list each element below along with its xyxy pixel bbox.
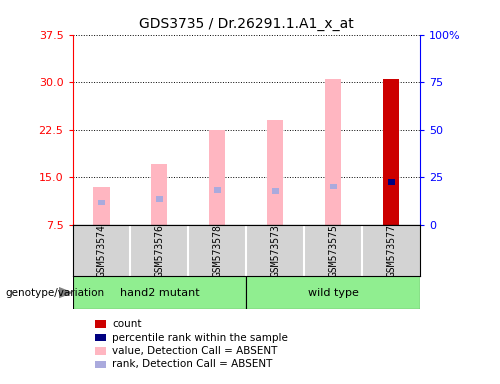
Bar bbox=[152, 164, 168, 225]
Bar bbox=[98, 200, 105, 205]
Text: rank, Detection Call = ABSENT: rank, Detection Call = ABSENT bbox=[112, 359, 273, 369]
Text: GSM573574: GSM573574 bbox=[96, 224, 106, 277]
Bar bbox=[246, 276, 420, 309]
Polygon shape bbox=[59, 288, 72, 298]
Text: genotype/variation: genotype/variation bbox=[5, 288, 104, 298]
Bar bbox=[383, 79, 399, 225]
Bar bbox=[156, 197, 163, 202]
Text: value, Detection Call = ABSENT: value, Detection Call = ABSENT bbox=[112, 346, 278, 356]
Bar bbox=[209, 130, 226, 225]
Text: percentile rank within the sample: percentile rank within the sample bbox=[112, 333, 288, 343]
Text: GSM573577: GSM573577 bbox=[386, 224, 396, 277]
Bar bbox=[272, 188, 278, 194]
Bar bbox=[94, 187, 110, 225]
Text: GSM573575: GSM573575 bbox=[328, 224, 338, 277]
Text: GSM573573: GSM573573 bbox=[270, 224, 280, 277]
Title: GDS3735 / Dr.26291.1.A1_x_at: GDS3735 / Dr.26291.1.A1_x_at bbox=[139, 17, 354, 31]
Text: count: count bbox=[112, 319, 142, 329]
Text: GSM573578: GSM573578 bbox=[212, 224, 222, 277]
Text: wild type: wild type bbox=[308, 288, 358, 298]
Bar bbox=[325, 79, 341, 225]
Bar bbox=[214, 187, 221, 193]
Bar bbox=[72, 276, 246, 309]
Text: hand2 mutant: hand2 mutant bbox=[120, 288, 199, 298]
Bar bbox=[330, 184, 336, 189]
Bar bbox=[388, 179, 394, 185]
Text: GSM573576: GSM573576 bbox=[154, 224, 164, 277]
Bar bbox=[267, 120, 283, 225]
